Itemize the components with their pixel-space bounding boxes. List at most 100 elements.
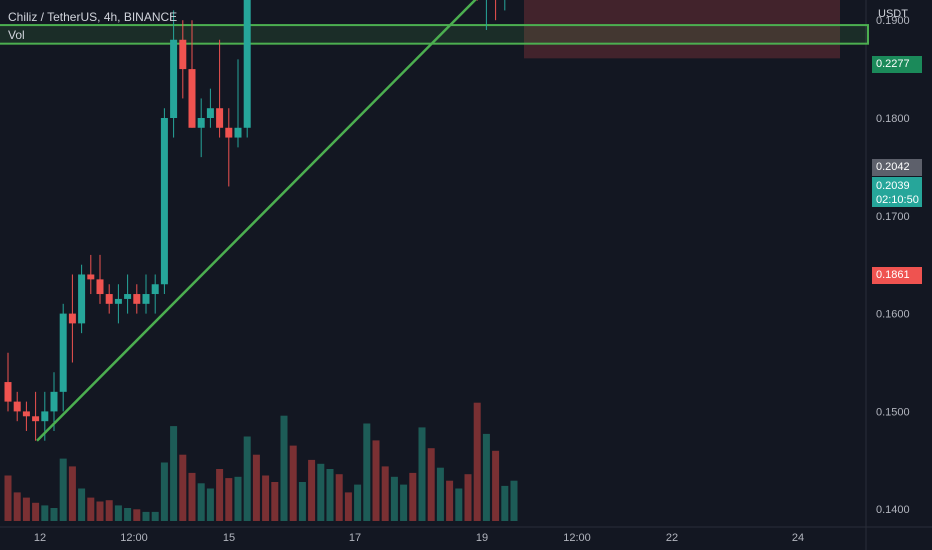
volume-bar: [22, 497, 30, 521]
volume-label: Vol: [8, 28, 25, 42]
time-tick-label: 15: [223, 532, 235, 544]
volume-bar: [160, 462, 168, 521]
candle-body: [151, 284, 159, 295]
candle-body: [225, 127, 233, 138]
volume-bar: [372, 440, 380, 521]
current-price: 0.2039: [876, 180, 910, 192]
volume-bar: [436, 467, 444, 521]
candle-body: [206, 108, 214, 118]
volume-bar: [4, 475, 12, 521]
candle-body: [243, 0, 251, 128]
price-tick-label: 0.1600: [876, 309, 910, 321]
price-tick-label: 0.1500: [876, 406, 910, 418]
volume-bar: [151, 511, 159, 521]
volume-bar: [335, 474, 343, 521]
volume-bar: [418, 427, 426, 521]
volume-bar: [271, 482, 279, 521]
volume-bar: [243, 436, 251, 521]
candle-body: [41, 411, 49, 422]
volume-bar: [170, 426, 178, 521]
candle-body: [160, 118, 168, 285]
candle-body: [96, 279, 104, 295]
volume-bar: [464, 474, 472, 521]
volume-bar: [280, 415, 288, 521]
volume-bar: [105, 500, 113, 521]
volume-bar: [492, 450, 500, 521]
volume-bar: [390, 476, 398, 521]
volume-bar: [308, 459, 316, 521]
volume-bar: [317, 463, 325, 521]
volume-bar: [252, 454, 260, 521]
candle-body: [68, 313, 76, 324]
trendline: [36, 0, 477, 442]
candle-body: [142, 294, 150, 304]
volume-bar: [188, 472, 196, 521]
volume-bar: [50, 508, 58, 521]
volume-bar: [298, 482, 306, 521]
candle-body: [87, 274, 95, 280]
volume-bar: [473, 402, 481, 521]
volume-bar: [78, 488, 86, 521]
volume-bar: [482, 433, 490, 521]
volume-bar: [262, 475, 270, 521]
candle-body: [22, 411, 30, 417]
candle-body: [216, 108, 224, 128]
position-stop-zone: [524, 0, 840, 59]
candle-body: [124, 294, 132, 299]
candle-body: [13, 401, 21, 412]
volume-bar: [41, 505, 49, 521]
volume-bar: [133, 509, 141, 521]
candle-body: [59, 313, 67, 392]
volume-bar: [326, 469, 334, 521]
candle-body: [170, 39, 178, 119]
time-tick-label: 22: [666, 532, 678, 544]
price-tick-label: 0.1400: [876, 504, 910, 516]
stop-price-badge: 0.1861: [872, 267, 922, 284]
volume-bar: [446, 480, 454, 521]
volume-bar: [206, 488, 214, 521]
time-tick-label: 12:00: [563, 532, 591, 544]
volume-bar: [216, 469, 224, 521]
volume-bar: [289, 445, 297, 521]
volume-bar: [381, 466, 389, 521]
volume-bar: [87, 497, 95, 521]
candle-body: [179, 39, 187, 70]
volume-bar: [13, 492, 21, 521]
time-tick-label: 17: [349, 532, 361, 544]
volume-bar: [455, 488, 463, 521]
volume-bar: [179, 454, 187, 521]
last-price-badge: 0.2042: [872, 159, 922, 176]
candle-body: [50, 391, 58, 412]
candle-body: [114, 298, 122, 304]
countdown: 02:10:50: [876, 194, 919, 206]
price-tick-label: 0.1700: [876, 211, 910, 223]
volume-bar: [400, 484, 408, 521]
symbol-title: Chiliz / TetherUS, 4h, BINANCE: [8, 10, 178, 24]
currency-label: USDT: [878, 8, 908, 20]
volume-bar: [142, 511, 150, 521]
candle-body: [197, 118, 205, 128]
volume-bar: [197, 483, 205, 521]
candle-body: [78, 274, 86, 324]
time-tick-label: 12:00: [120, 532, 148, 544]
volume-bar: [234, 476, 242, 521]
candle-body: [32, 416, 40, 422]
candle-body: [188, 69, 196, 128]
volume-bar: [510, 480, 518, 521]
candle-body: [234, 127, 242, 138]
volume-bar: [68, 466, 76, 521]
volume-bar: [363, 423, 371, 521]
current-price-badge: 0.2039 02:10:50: [872, 177, 922, 207]
target-price-badge: 0.2277: [872, 56, 922, 73]
candle-body: [133, 294, 141, 304]
volume-bar: [501, 485, 509, 521]
volume-bar: [354, 484, 362, 521]
volume-bar: [124, 508, 132, 521]
time-tick-label: 24: [792, 532, 804, 544]
time-tick-label: 19: [476, 532, 488, 544]
price-tick-label: 0.1900: [876, 15, 910, 27]
volume-bar: [32, 502, 40, 521]
volume-bar: [59, 458, 67, 521]
price-tick-label: 0.1800: [876, 113, 910, 125]
